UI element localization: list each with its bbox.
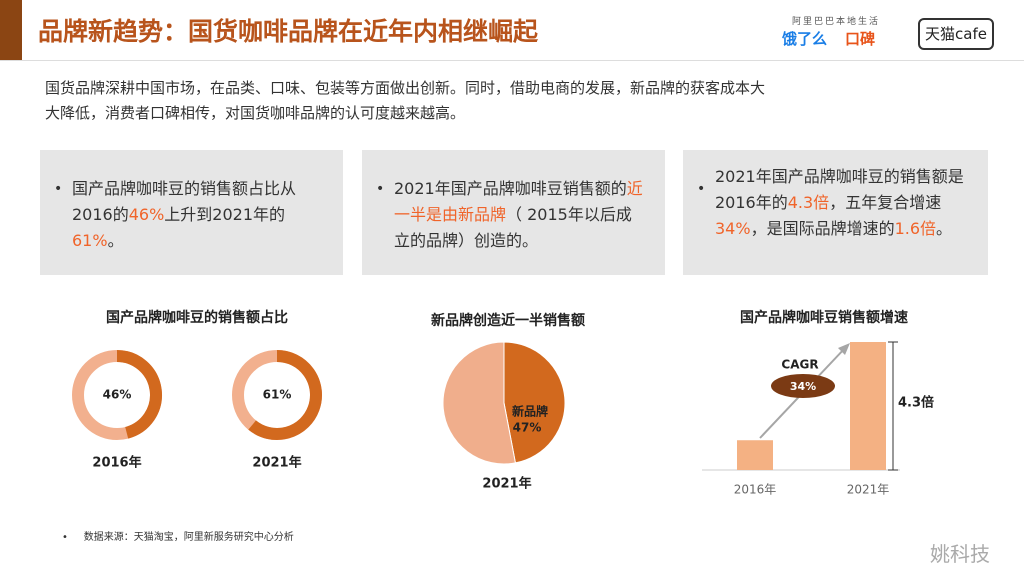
annotation: CAGR: [781, 358, 818, 372]
card-segment: 国产品牌咖啡豆的销售额占比从2016的: [72, 179, 297, 224]
card: • 2021年国产品牌咖啡豆销售额的近一半是由新品牌（ 2015年以后成立的品牌）…: [362, 150, 665, 275]
chart-title: 新品牌创造近一半销售额: [431, 312, 585, 329]
bullet: •: [54, 181, 63, 197]
slice-label: 新品牌: [512, 404, 548, 419]
x-label: 2021年: [482, 476, 531, 492]
header-rule: [0, 60, 1024, 61]
cagr-badge: [771, 374, 835, 398]
x-tick-label: 2016年: [734, 483, 777, 497]
category-label: 2016年: [92, 455, 141, 471]
card-segment: 2021年国产品牌咖啡豆的销售额是2016年的: [715, 167, 964, 212]
card-segment: 2021年国产品牌咖啡豆销售额的: [394, 179, 627, 198]
slide-title: 品牌新趋势：国货咖啡品牌在近年内相继崛起: [38, 17, 539, 46]
watermark: 姚科技: [930, 542, 990, 566]
logo-koubei: 口碑: [845, 30, 876, 48]
donut-arc: [248, 350, 322, 440]
card-segment: 34%: [715, 219, 751, 238]
value-label: 47%: [513, 421, 542, 435]
card: • 2021年国产品牌咖啡豆的销售额是2016年的4.3倍，五年复合增速 34%，是…: [683, 150, 988, 275]
card-segment: （ 2015年以后成立的品牌）创造的。: [394, 205, 632, 250]
chart-title: 国产品牌咖啡豆销售额增速: [740, 309, 908, 326]
logo-text: 阿里巴巴本地生活: [792, 17, 881, 27]
title-strip: [0, 0, 22, 60]
card-text: 2021年国产品牌咖啡豆销售额的近一半是由新品牌（ 2015年以后成立的品牌）创…: [394, 176, 644, 254]
pie-slice: [503, 341, 566, 464]
card-segment: 61%: [72, 231, 108, 250]
category-label: 2021年: [252, 455, 301, 471]
value-label: 46%: [103, 388, 132, 402]
bar: [737, 440, 773, 470]
source-text: 数据来源：天猫淘宝，阿里新服务研究中心分析: [83, 532, 294, 543]
card-segment: ，是国际品牌增速的: [750, 219, 895, 238]
card-segment: 4.3倍: [787, 193, 830, 212]
card-segment: ，五年复合增速: [829, 193, 942, 212]
intro-line: 国货品牌深耕中国市场，在品类、口味、包装等方面做出创新。同时，借助电商的发展，新…: [45, 79, 766, 97]
annotation: 4.3倍: [898, 395, 934, 411]
value-label: 61%: [263, 388, 292, 402]
chart-title: 国产品牌咖啡豆的销售额占比: [106, 309, 288, 326]
bullet: •: [376, 181, 385, 197]
card-segment: 。: [936, 219, 953, 238]
card-text: 国产品牌咖啡豆的销售额占比从2016的46%上升到2021年的 61%。: [72, 176, 322, 254]
logo-eleme: 饿了么: [782, 30, 828, 48]
donut-arc: [116, 350, 162, 439]
card-segment: 上升到2021年的: [164, 205, 286, 224]
x-tick-label: 2021年: [847, 483, 890, 497]
card: • 国产品牌咖啡豆的销售额占比从2016的46%上升到2021年的 61%。: [40, 150, 343, 275]
card-segment: 1.6倍: [894, 219, 937, 238]
bar: [850, 342, 886, 470]
arrow-head: [838, 343, 850, 355]
source: • 数据来源：天猫淘宝，阿里新服务研究中心分析: [62, 532, 294, 543]
pie-slice: [442, 341, 517, 465]
card-text: 2021年国产品牌咖啡豆的销售额是2016年的4.3倍，五年复合增速 34%，是国…: [715, 164, 965, 242]
bullet: •: [697, 181, 706, 197]
intro-line: 大降低，消费者口碑相传，对国货咖啡品牌的认可度越来越高。: [45, 104, 466, 122]
card-segment: 。: [107, 231, 124, 250]
intro: 国货品牌深耕中国市场，在品类、口味、包装等方面做出创新。同时，借助电商的发展，新…: [45, 76, 765, 126]
card-segment: 46%: [128, 205, 165, 224]
annotation: 34%: [790, 380, 816, 393]
card-segment: 近一半是由新品牌: [394, 179, 643, 224]
logo-tmall: 天猫cafe: [918, 18, 994, 50]
